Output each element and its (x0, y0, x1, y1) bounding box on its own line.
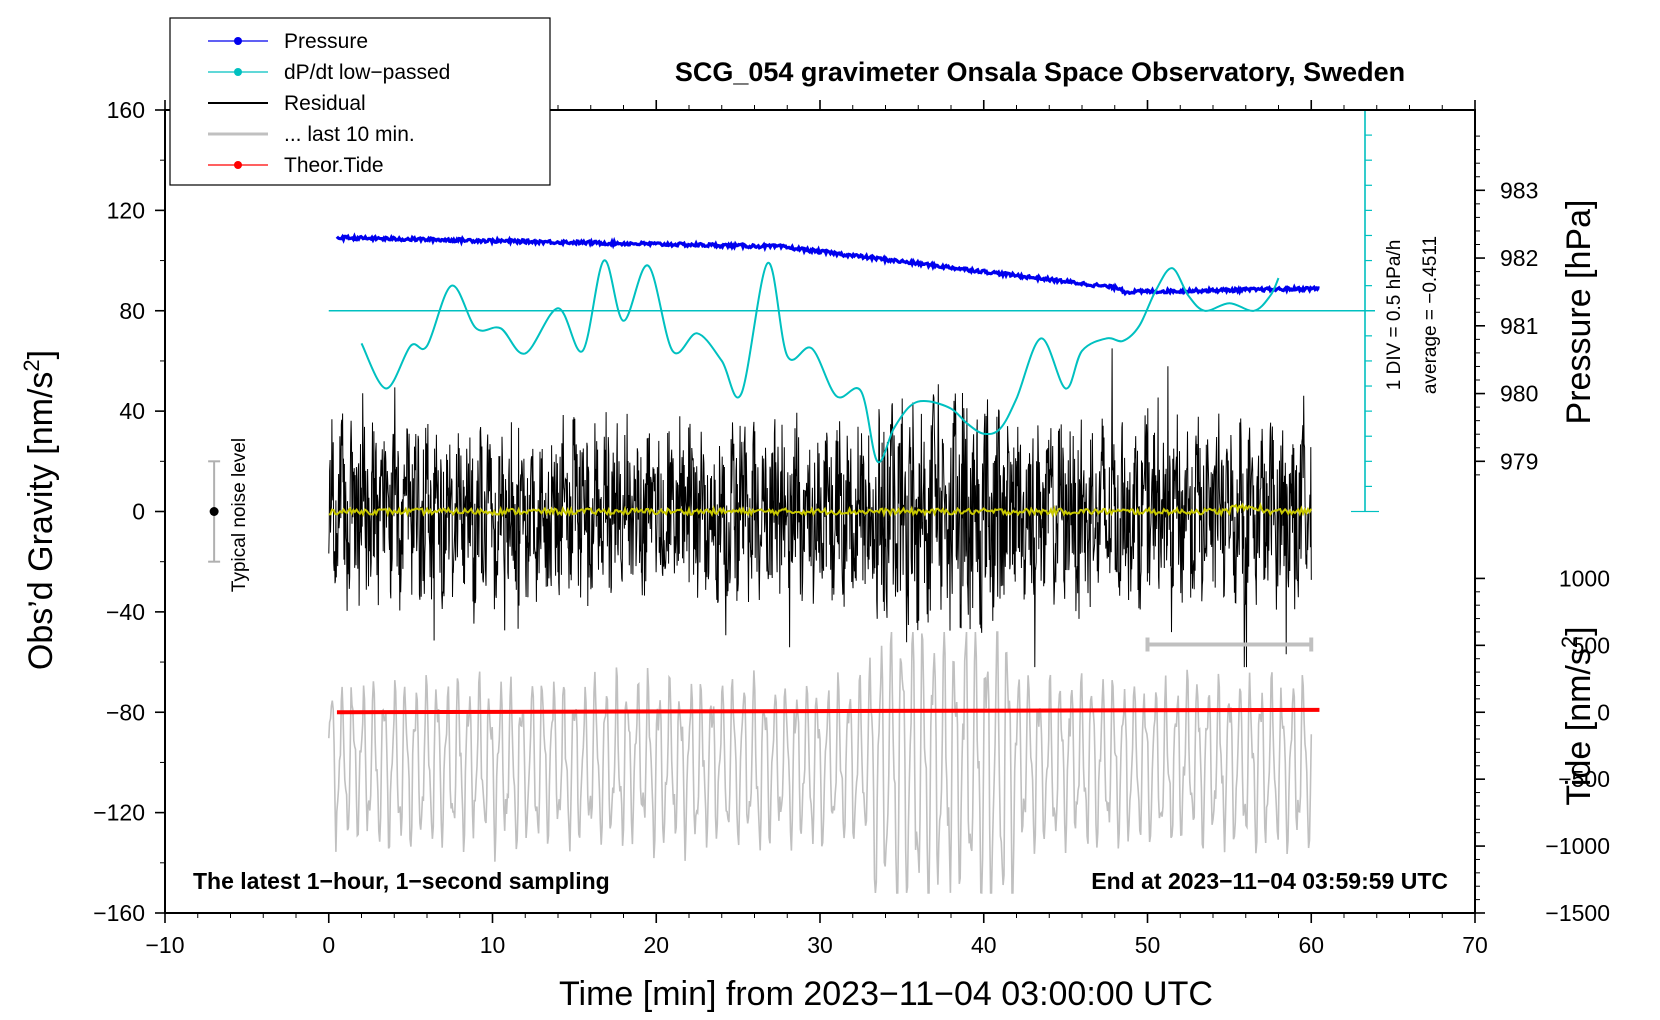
y-tick-label: −80 (106, 699, 145, 725)
dpdt-trace (360, 259, 1280, 464)
x-tick-label: −10 (145, 932, 184, 958)
tide-axis-title-main: Tide [nm/s (1560, 648, 1598, 805)
legend-label: dP/dt low−passed (284, 61, 450, 84)
tide-tick-label: −1000 (1545, 833, 1610, 859)
legend: Pressure dP/dt low−passed Residual ... last… (169, 17, 551, 186)
x-tick-label: 70 (1462, 932, 1488, 958)
left-axis-title-sup: 2 (19, 359, 44, 371)
noise-level-label: Typical noise level (229, 438, 250, 592)
noise-level-dot (209, 507, 219, 516)
tide-tick-label: 1000 (1559, 565, 1610, 591)
x-tick-label: 0 (322, 932, 335, 958)
annotation-end-time: End at 2023−11−04 03:59:59 UTC (1091, 868, 1448, 894)
pressure-tick-label: 980 (1500, 381, 1538, 407)
pressure-tick-label: 983 (1500, 177, 1538, 203)
tide-axis-title-sup: 2 (1557, 636, 1582, 648)
x-tick-label: 40 (971, 932, 997, 958)
series-layer (208, 109, 1379, 715)
tide-tick-label: 500 (1572, 632, 1610, 658)
chart-title: SCG_054 gravimeter Onsala Space Observat… (675, 57, 1405, 87)
pressure-axis-title: Pressure [hPa] (1560, 200, 1598, 425)
legend-label: Pressure (284, 30, 368, 53)
pressure-tick-label: 981 (1500, 313, 1538, 339)
y-tick-label: 80 (119, 298, 145, 324)
tide-tick-label: −1500 (1545, 900, 1610, 926)
theoretical-tide-trace (336, 707, 1320, 715)
x-tick-label: 50 (1135, 932, 1161, 958)
legend-label: ... last 10 min. (284, 123, 415, 146)
legend-marker (234, 37, 242, 45)
y-tick-label: 120 (107, 197, 145, 223)
x-tick-label: 10 (480, 932, 506, 958)
dpdt-scale-div: 1 DIV = 0.5 hPa/h (1384, 240, 1405, 391)
pressure-tick-label: 982 (1500, 245, 1538, 271)
tide-tick-label: 0 (1597, 699, 1610, 725)
tide-axis-title: Tide [nm/s2] (1557, 626, 1598, 805)
mean-gravity-trace (328, 502, 1313, 518)
annotation-latest-hour: The latest 1−hour, 1−second sampling (193, 868, 610, 894)
tide-axis-title-close: ] (1560, 626, 1598, 635)
x-axis-title: Time [min] from 2023−11−04 03:00:00 UTC (559, 975, 1213, 1013)
legend-label: Theor.Tide (284, 154, 384, 177)
y-tick-label: 160 (107, 97, 145, 123)
pressure-tick-label: 979 (1500, 448, 1538, 474)
x-tick-label: 20 (643, 932, 669, 958)
y-tick-label: −40 (106, 599, 145, 625)
legend-marker (234, 161, 242, 169)
y-tick-label: −120 (93, 800, 145, 826)
tide-tick-label: −500 (1558, 766, 1610, 792)
left-axis-title-close: ] (22, 350, 60, 359)
legend-label: Residual (284, 92, 366, 115)
y-tick-label: 40 (119, 398, 145, 424)
left-axis-title-main: Obs’d Gravity [nm/s (22, 372, 60, 671)
y-tick-label: 0 (132, 499, 145, 525)
x-tick-label: 30 (807, 932, 833, 958)
axes-layer: −10 0 10 20 30 40 50 60 70−160−120−80−4004080120… (93, 97, 1610, 958)
left-axis-title: Obs’d Gravity [nm/s2] (19, 350, 60, 670)
last-10-min-trace (328, 631, 1313, 894)
y-tick-label: −160 (93, 900, 145, 926)
legend-box (169, 17, 551, 186)
dpdt-scale-average: average = −0.4511 (1420, 236, 1441, 394)
x-tick-label: 60 (1298, 932, 1324, 958)
legend-marker (234, 68, 242, 76)
